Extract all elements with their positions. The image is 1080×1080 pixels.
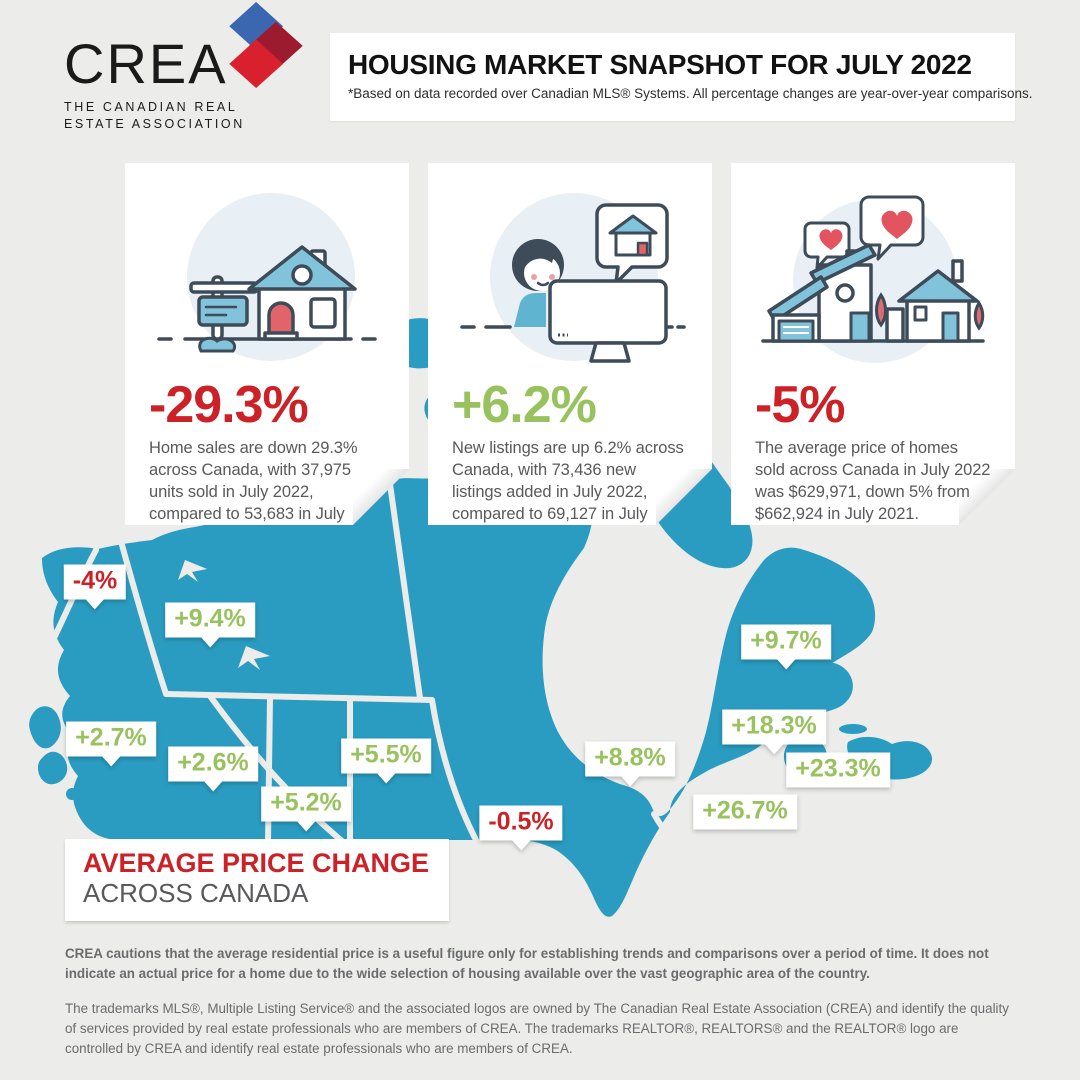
map-label-prince-edward-island: +18.3% [722,709,826,745]
stat-value-home-sales: -29.3% [149,376,308,434]
card-new-listings: +6.2% New listings are up 6.2% across Ca… [428,163,712,525]
map-caption-line2: ACROSS CANADA [83,878,309,909]
stat-value-new-listings: +6.2% [452,376,596,434]
map-label-northwest-territories: +9.4% [165,602,255,638]
coastal-islet [66,788,78,800]
province-borders [49,481,695,857]
map-label-new-brunswick: +26.7% [693,794,797,830]
newfoundland-island [769,660,853,714]
stat-description-new-listings: New listings are up 6.2% across Canada, … [452,439,684,524]
crea-wordmark: CREA [64,32,228,95]
bird-icon [178,560,270,670]
map-label-manitoba: +5.5% [341,738,431,774]
footer-disclaimers: CREA cautions that the average residenti… [65,944,1017,1060]
page-subtitle: *Based on data recorded over Canadian ML… [348,86,1033,101]
map-label-ontario: -0.5% [479,805,563,841]
map-label-saskatchewan: +5.2% [261,786,351,822]
crea-logo: CREA THE CANADIAN REAL ESTATE ASSOCIATIO… [64,36,324,133]
agent-computer-illustration [454,189,686,365]
stat-value-average-price: -5% [755,376,845,434]
map-label-newfoundland-and-labrador: +9.7% [741,624,831,660]
map-label-british-columbia: +2.7% [66,721,156,757]
footer-caution-text: CREA cautions that the average residenti… [65,946,989,982]
map-caption: AVERAGE PRICE CHANGE ACROSS CANADA [65,839,450,921]
stat-description-average-price: The average price of homes sold across C… [755,439,991,524]
map-label-nova-scotia: +23.3% [786,752,890,788]
pei-island [839,724,867,734]
house-for-sale-illustration [151,189,383,365]
card-home-sales: -29.3% Home sales are down 29.3% across … [125,163,409,525]
canada-mainland [42,470,876,917]
crea-diamond-icon [229,2,303,88]
page-title: HOUSING MARKET SNAPSHOT FOR JULY 2022 [348,49,972,80]
map-label-alberta: +2.6% [168,746,258,782]
map-label-yukon: -4% [63,564,127,600]
crea-tagline: THE CANADIAN REAL ESTATE ASSOCIATION [64,100,245,131]
neighbourhood-hearts-illustration [757,189,989,365]
card-average-price: -5% The average price of homes sold acro… [731,163,1015,525]
header-title-box: HOUSING MARKET SNAPSHOT FOR JULY 2022 *B… [330,33,1033,121]
footer-trademark-text: The trademarks MLS®, Multiple Listing Se… [65,1001,1009,1057]
vancouver-island [38,751,68,785]
map-caption-line1: AVERAGE PRICE CHANGE [83,848,430,878]
map-label-quebec: +8.8% [585,741,675,777]
vancouver-island [29,706,61,749]
